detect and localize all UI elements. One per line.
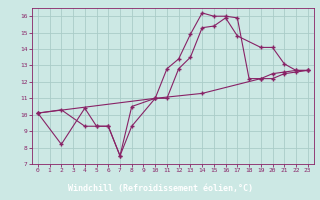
Text: Windchill (Refroidissement éolien,°C): Windchill (Refroidissement éolien,°C) [68, 184, 252, 194]
